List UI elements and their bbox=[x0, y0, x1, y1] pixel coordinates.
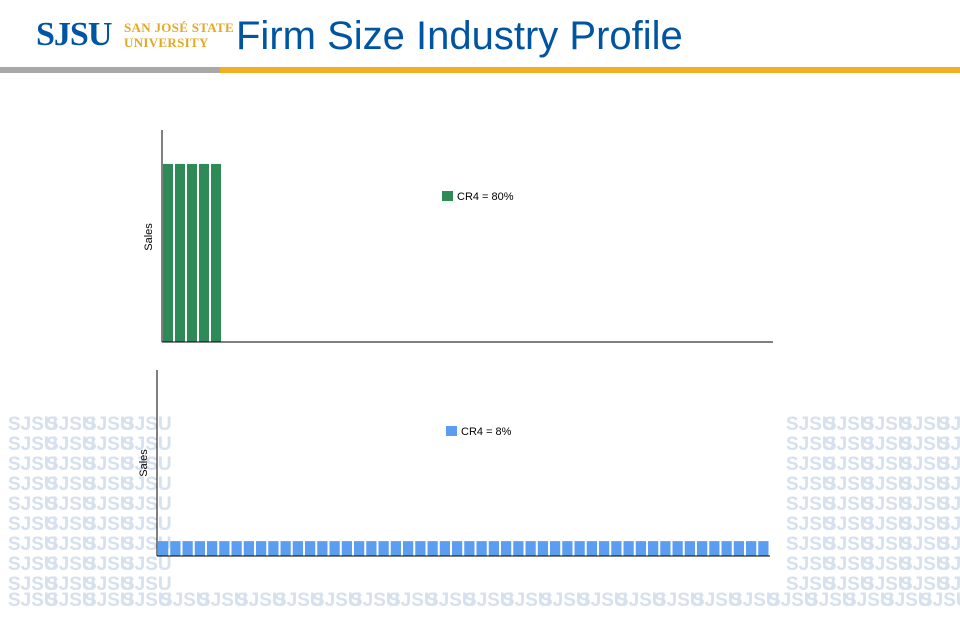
logo-line-1: SAN JOSÉ STATE bbox=[124, 20, 234, 35]
bar bbox=[733, 541, 744, 556]
bar bbox=[648, 541, 659, 556]
bar bbox=[317, 541, 328, 556]
bar bbox=[684, 541, 695, 556]
bar bbox=[268, 541, 279, 556]
bar bbox=[476, 541, 487, 556]
y-axis-label: Sales bbox=[143, 223, 155, 251]
bar bbox=[525, 541, 536, 556]
bar bbox=[623, 541, 634, 556]
header-rule-gray bbox=[0, 67, 220, 73]
bar bbox=[182, 541, 193, 556]
bar bbox=[207, 541, 218, 556]
bar bbox=[366, 541, 377, 556]
bar bbox=[709, 541, 720, 556]
bar bbox=[354, 541, 365, 556]
bar bbox=[403, 541, 414, 556]
bar bbox=[199, 163, 209, 342]
legend-swatch bbox=[446, 426, 457, 436]
bar bbox=[721, 541, 732, 556]
bar bbox=[305, 541, 316, 556]
bar bbox=[501, 541, 512, 556]
bar bbox=[211, 163, 221, 342]
bar-chart-2: CR4 = 8% Sales bbox=[138, 370, 770, 557]
bar bbox=[415, 541, 426, 556]
bar bbox=[194, 541, 205, 556]
bar bbox=[158, 541, 169, 556]
bar bbox=[746, 541, 757, 556]
slide-header: SJSU SAN JOSÉ STATE UNIVERSITY Firm Size… bbox=[0, 0, 960, 73]
bar bbox=[513, 541, 524, 556]
bar bbox=[292, 541, 303, 556]
logo-line-2: UNIVERSITY bbox=[124, 35, 209, 50]
bar bbox=[378, 541, 389, 556]
bar bbox=[697, 541, 708, 556]
legend-label: CR4 = 8% bbox=[461, 426, 512, 438]
bar bbox=[243, 541, 254, 556]
logo-wordmark: SJSU bbox=[36, 16, 112, 53]
legend-swatch bbox=[442, 191, 453, 201]
bar bbox=[452, 541, 463, 556]
bar bbox=[635, 541, 646, 556]
header-rule-gold bbox=[220, 67, 960, 73]
bar bbox=[439, 541, 450, 556]
bar bbox=[187, 163, 197, 342]
bar bbox=[219, 541, 230, 556]
bar bbox=[390, 541, 401, 556]
bar bbox=[562, 541, 573, 556]
bar-chart-1: CR4 = 80% Sales bbox=[143, 130, 773, 343]
bar bbox=[170, 541, 181, 556]
bar bbox=[586, 541, 597, 556]
bar bbox=[427, 541, 438, 556]
bar bbox=[163, 163, 173, 342]
bar bbox=[758, 541, 769, 556]
bar bbox=[550, 541, 561, 556]
bar bbox=[672, 541, 683, 556]
bar bbox=[175, 163, 185, 342]
bar bbox=[537, 541, 548, 556]
logo-subtitle: SAN JOSÉ STATE UNIVERSITY bbox=[124, 20, 244, 50]
bar bbox=[660, 541, 671, 556]
bar bbox=[256, 541, 267, 556]
bar bbox=[280, 541, 291, 556]
bar bbox=[341, 541, 352, 556]
bar bbox=[611, 541, 622, 556]
bar bbox=[599, 541, 610, 556]
legend-label: CR4 = 80% bbox=[457, 191, 514, 203]
bar bbox=[231, 541, 242, 556]
page-title: Firm Size Industry Profile bbox=[236, 14, 683, 58]
bar bbox=[488, 541, 499, 556]
bar bbox=[464, 541, 475, 556]
bar bbox=[574, 541, 585, 556]
y-axis-label: Sales bbox=[138, 449, 150, 477]
bar bbox=[329, 541, 340, 556]
